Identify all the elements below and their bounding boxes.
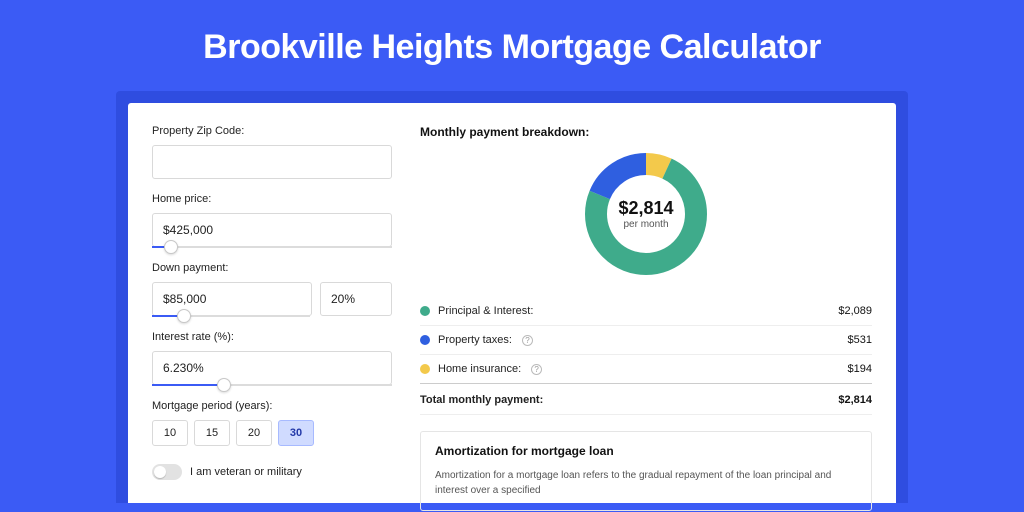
interest-group: Interest rate (%): — [152, 331, 392, 386]
zip-input[interactable] — [152, 145, 392, 179]
down-payment-slider[interactable] — [152, 315, 310, 317]
form-column: Property Zip Code: Home price: Down paym… — [152, 125, 392, 503]
legend-total-value: $2,814 — [838, 394, 872, 406]
legend-dot — [420, 364, 430, 374]
interest-label: Interest rate (%): — [152, 331, 392, 343]
down-payment-input[interactable] — [152, 282, 312, 316]
veteran-label: I am veteran or military — [190, 466, 302, 478]
veteran-toggle-knob — [154, 466, 166, 478]
amortization-card: Amortization for mortgage loan Amortizat… — [420, 431, 872, 511]
legend-list: Principal & Interest: $2,089 Property taxe… — [420, 297, 872, 383]
period-option-15[interactable]: 15 — [194, 420, 230, 446]
veteran-row: I am veteran or military — [152, 464, 392, 480]
donut-amount: $2,814 — [618, 198, 673, 219]
legend-value: $531 — [848, 334, 872, 346]
period-option-20[interactable]: 20 — [236, 420, 272, 446]
home-price-input[interactable] — [152, 213, 392, 247]
legend-dot — [420, 306, 430, 316]
down-payment-pct-input[interactable] — [320, 282, 392, 316]
interest-input[interactable] — [152, 351, 392, 385]
legend-row: Home insurance:? $194 — [420, 355, 872, 383]
legend-row: Principal & Interest: $2,089 — [420, 297, 872, 326]
panel-outer: Property Zip Code: Home price: Down paym… — [116, 91, 908, 503]
interest-slider-fill — [152, 384, 224, 386]
payment-donut-chart: $2,814 per month — [581, 149, 711, 279]
info-icon[interactable]: ? — [522, 335, 533, 346]
zip-label: Property Zip Code: — [152, 125, 392, 137]
period-label: Mortgage period (years): — [152, 400, 392, 412]
info-icon[interactable]: ? — [531, 364, 542, 375]
legend-dot — [420, 335, 430, 345]
legend-label: Principal & Interest: — [438, 305, 533, 317]
amortization-body: Amortization for a mortgage loan refers … — [435, 468, 857, 498]
veteran-toggle[interactable] — [152, 464, 182, 480]
interest-slider[interactable] — [152, 384, 392, 386]
legend-label: Home insurance: — [438, 363, 521, 375]
donut-center: $2,814 per month — [581, 149, 711, 279]
donut-wrap: $2,814 per month — [420, 149, 872, 279]
period-options: 10152030 — [152, 420, 392, 446]
interest-slider-thumb[interactable] — [217, 378, 231, 392]
period-option-10[interactable]: 10 — [152, 420, 188, 446]
home-price-slider-thumb[interactable] — [164, 240, 178, 254]
zip-field-group: Property Zip Code: — [152, 125, 392, 179]
amortization-title: Amortization for mortgage loan — [435, 444, 857, 458]
home-price-label: Home price: — [152, 193, 392, 205]
legend-total-row: Total monthly payment: $2,814 — [420, 383, 872, 415]
home-price-group: Home price: — [152, 193, 392, 248]
breakdown-column: Monthly payment breakdown: $2,814 per mo… — [420, 125, 872, 503]
calculator-panel: Property Zip Code: Home price: Down paym… — [128, 103, 896, 503]
legend-label: Property taxes: — [438, 334, 512, 346]
legend-row: Property taxes:? $531 — [420, 326, 872, 355]
page-title: Brookville Heights Mortgage Calculator — [0, 0, 1024, 91]
legend-total-label: Total monthly payment: — [420, 394, 543, 406]
legend-value: $2,089 — [838, 305, 872, 317]
legend-value: $194 — [848, 363, 872, 375]
donut-sub: per month — [623, 219, 668, 230]
down-payment-slider-thumb[interactable] — [177, 309, 191, 323]
period-group: Mortgage period (years): 10152030 — [152, 400, 392, 446]
breakdown-title: Monthly payment breakdown: — [420, 125, 872, 139]
down-payment-group: Down payment: — [152, 262, 392, 317]
down-payment-label: Down payment: — [152, 262, 392, 274]
period-option-30[interactable]: 30 — [278, 420, 314, 446]
home-price-slider[interactable] — [152, 246, 392, 248]
